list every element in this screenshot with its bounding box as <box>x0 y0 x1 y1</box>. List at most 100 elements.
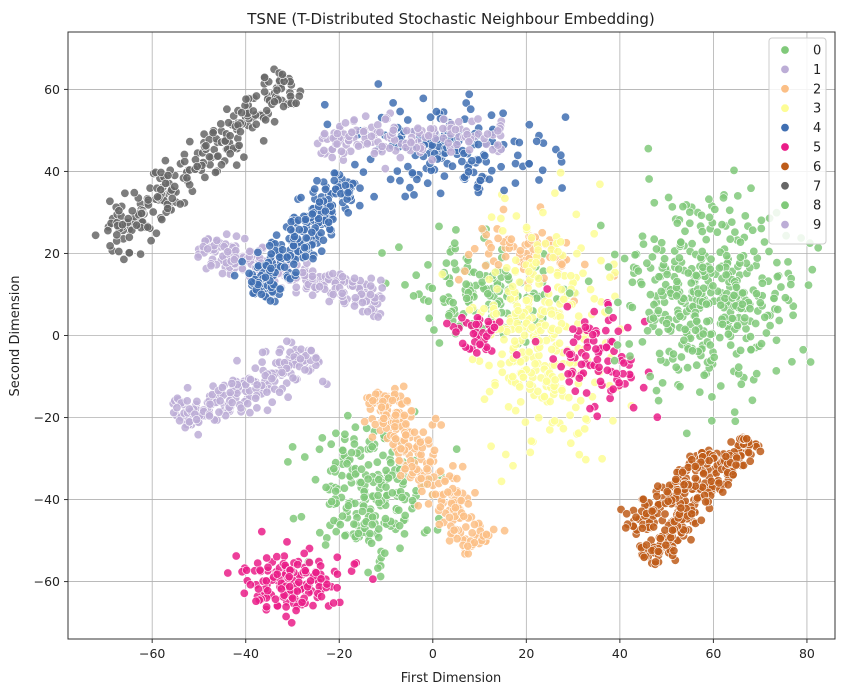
series-8 <box>565 144 823 438</box>
scatter-point <box>605 272 615 282</box>
scatter-point <box>725 234 735 244</box>
scatter-point <box>760 312 770 322</box>
scatter-point <box>251 119 261 129</box>
scatter-point <box>239 588 249 598</box>
legend-label: 9 <box>813 218 821 233</box>
scatter-point <box>510 336 520 346</box>
scatter-point <box>282 336 292 346</box>
scatter-point <box>114 247 124 257</box>
scatter-point <box>680 324 690 334</box>
scatter-point <box>668 525 678 535</box>
scatter-point <box>466 104 476 114</box>
scatter-point <box>715 333 725 343</box>
scatter-point <box>436 466 446 476</box>
scatter-point <box>570 386 580 396</box>
scatter-point <box>245 408 255 418</box>
scatter-point <box>369 192 379 202</box>
scatter-point <box>148 207 158 217</box>
y-tick-label: 60 <box>44 82 60 97</box>
scatter-point <box>589 294 599 304</box>
scatter-point <box>729 165 739 175</box>
scatter-point <box>216 119 226 129</box>
scatter-point <box>548 354 558 364</box>
scatter-point <box>340 429 350 439</box>
scatter-point <box>675 382 685 392</box>
scatter-point <box>654 272 664 282</box>
scatter-point <box>604 305 614 315</box>
scatter-point <box>701 299 711 309</box>
scatter-point <box>571 402 581 412</box>
scatter-point <box>717 220 727 230</box>
scatter-point <box>568 337 578 347</box>
scatter-point <box>463 541 473 551</box>
scatter-point <box>279 551 289 561</box>
scatter-point <box>479 304 489 314</box>
scatter-point <box>531 337 541 347</box>
scatter-point <box>369 149 379 159</box>
scatter-point <box>307 209 317 219</box>
scatter-point <box>329 176 339 186</box>
scatter-point <box>501 252 511 262</box>
scatter-point <box>326 439 336 449</box>
scatter-point <box>439 114 449 124</box>
scatter-point <box>716 381 726 391</box>
scatter-point <box>163 204 173 214</box>
scatter-point <box>662 269 672 279</box>
scatter-point <box>291 267 301 277</box>
scatter-point <box>239 152 249 162</box>
scatter-point <box>701 235 711 245</box>
scatter-point <box>637 231 647 241</box>
scatter-point <box>386 174 396 184</box>
scatter-point <box>306 346 316 356</box>
legend-marker <box>780 181 790 191</box>
scatter-point <box>637 523 647 533</box>
scatter-point <box>289 259 299 269</box>
scatter-point <box>660 509 670 519</box>
scatter-point <box>554 338 564 348</box>
legend-label: 0 <box>813 44 821 59</box>
scatter-point <box>576 396 586 406</box>
scatter-point <box>601 342 611 352</box>
scatter-point <box>461 98 471 108</box>
scatter-point <box>698 262 708 272</box>
scatter-point <box>436 188 446 198</box>
scatter-point <box>331 486 341 496</box>
scatter-point <box>504 402 514 412</box>
scatter-point <box>280 262 290 272</box>
scatter-point <box>291 605 301 615</box>
scatter-point <box>610 356 620 366</box>
scatter-point <box>580 259 590 269</box>
scatter-point <box>675 311 685 321</box>
scatter-point <box>695 387 705 397</box>
scatter-point <box>207 390 217 400</box>
scatter-point <box>662 318 672 328</box>
scatter-point <box>704 456 714 466</box>
scatter-point <box>349 301 359 311</box>
scatter-point <box>250 363 260 373</box>
scatter-point <box>153 192 163 202</box>
scatter-point <box>317 246 327 256</box>
scatter-point <box>307 227 317 237</box>
scatter-point <box>351 469 361 479</box>
scatter-point <box>299 548 309 558</box>
scatter-point <box>211 167 221 177</box>
scatter-point <box>262 602 272 612</box>
scatter-point <box>464 250 474 260</box>
scatter-point <box>707 392 717 402</box>
scatter-point <box>516 357 526 367</box>
scatter-point <box>395 153 405 163</box>
scatter-point <box>556 285 566 295</box>
scatter-point <box>746 345 756 355</box>
scatter-point <box>434 221 444 231</box>
scatter-point <box>727 217 737 227</box>
scatter-point <box>442 318 452 328</box>
scatter-point <box>731 282 741 292</box>
scatter-point <box>262 405 272 415</box>
scatter-point <box>409 427 419 437</box>
y-tick-label: −40 <box>34 492 60 507</box>
scatter-point <box>412 174 422 184</box>
scatter-point <box>677 467 687 477</box>
scatter-point <box>679 335 689 345</box>
scatter-point <box>571 209 581 219</box>
scatter-point <box>269 97 279 107</box>
